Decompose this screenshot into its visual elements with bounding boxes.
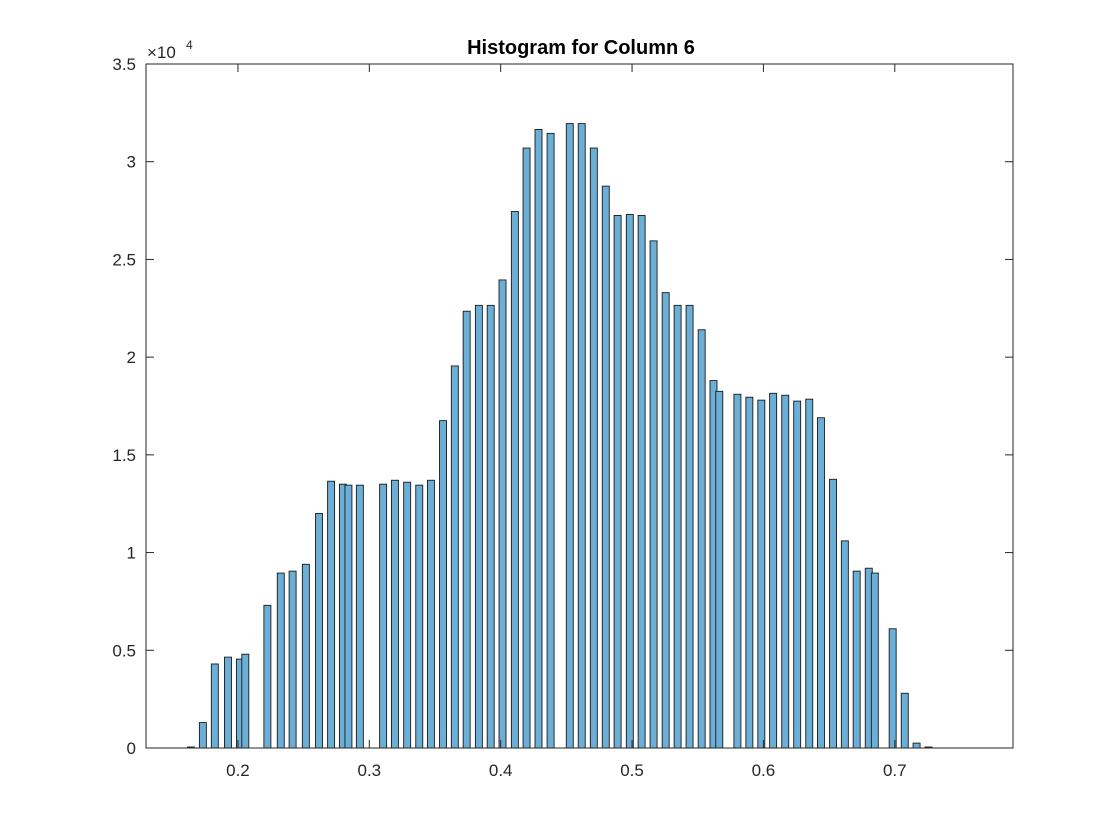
x-axis-ticks: 0.2 0.3 0.4 0.5 0.6 0.7 — [226, 64, 907, 780]
histogram-bar — [697, 329, 706, 749]
histogram-bar — [757, 399, 766, 749]
plot-box — [145, 63, 1014, 749]
histogram-bar — [474, 304, 483, 749]
y-tick-label: 1.5 — [112, 446, 136, 465]
histogram-bar — [403, 481, 412, 749]
histogram-bar — [263, 604, 272, 749]
histogram-bar — [439, 420, 447, 749]
histogram-bar — [522, 147, 531, 749]
histogram-bar — [379, 483, 388, 749]
histogram-bar — [241, 653, 250, 749]
histogram-bar — [625, 214, 634, 749]
histogram-bar — [769, 392, 778, 749]
histogram-bar — [565, 123, 574, 749]
chart-title: Histogram for Column 6 — [467, 37, 695, 59]
histogram-bar — [486, 304, 495, 749]
histogram-bar — [355, 484, 364, 749]
histogram-bar — [210, 663, 219, 749]
y-multiplier-exponent: 4 — [186, 38, 193, 52]
histogram-bar — [637, 215, 646, 749]
histogram-bar — [673, 304, 682, 749]
y-tick-label: 0.5 — [112, 641, 136, 660]
histogram-bar — [510, 211, 519, 749]
histogram-bar — [415, 484, 424, 749]
x-tick-label: 0.5 — [620, 761, 644, 780]
y-tick-label: 3 — [127, 153, 136, 172]
x-tick-label: 0.3 — [357, 761, 381, 780]
histogram-bar — [276, 572, 285, 749]
histogram-bar — [301, 563, 310, 749]
histogram-bar — [601, 185, 610, 749]
histogram-bar — [450, 365, 459, 749]
histogram-bar — [870, 572, 879, 749]
histogram-bar — [224, 656, 232, 749]
histogram-bar — [546, 132, 555, 749]
histogram-bar — [462, 310, 471, 749]
histogram-bar — [649, 240, 658, 749]
histogram-bar — [327, 480, 336, 749]
histogram-bars — [186, 123, 933, 749]
histogram-bar — [390, 479, 399, 749]
histogram-bar — [589, 147, 598, 749]
histogram-bar — [315, 513, 323, 749]
x-tick-label: 0.6 — [752, 761, 776, 780]
y-tick-label: 2.5 — [112, 250, 136, 269]
histogram-bar — [829, 478, 837, 749]
x-tick-label: 0.7 — [883, 761, 907, 780]
histogram-bar — [198, 722, 207, 749]
histogram-bar — [498, 279, 507, 749]
y-tick-label: 3.5 — [112, 55, 136, 74]
y-tick-label: 2 — [127, 348, 136, 367]
histogram-bar — [912, 742, 921, 749]
histogram-bar — [733, 393, 742, 749]
histogram-bar — [888, 628, 897, 749]
histogram-bar — [613, 215, 622, 749]
histogram-bar — [805, 398, 814, 749]
histogram-bar — [344, 484, 353, 749]
histogram-bar — [840, 540, 849, 749]
histogram-bar — [426, 479, 435, 749]
histogram-bar — [817, 417, 825, 749]
y-tick-label: 1 — [127, 544, 136, 563]
x-tick-label: 0.2 — [226, 761, 250, 780]
histogram-bar — [781, 394, 790, 749]
y-multiplier-label: ×10 — [147, 43, 176, 62]
x-tick-label: 0.4 — [489, 761, 513, 780]
histogram-bar — [715, 390, 724, 749]
histogram-bar — [661, 292, 670, 749]
histogram-bar — [685, 304, 694, 749]
histogram-bar — [745, 396, 754, 749]
histogram-bar — [793, 400, 802, 749]
histogram-bar — [900, 692, 909, 749]
histogram-bar — [852, 570, 861, 749]
histogram-bar — [577, 123, 586, 749]
y-tick-label: 0 — [127, 739, 136, 758]
histogram-bar — [288, 570, 297, 749]
y-axis-ticks: 0 0.5 1 1.5 2 2.5 3 3.5 — [112, 55, 1013, 758]
histogram-bar — [534, 129, 543, 749]
